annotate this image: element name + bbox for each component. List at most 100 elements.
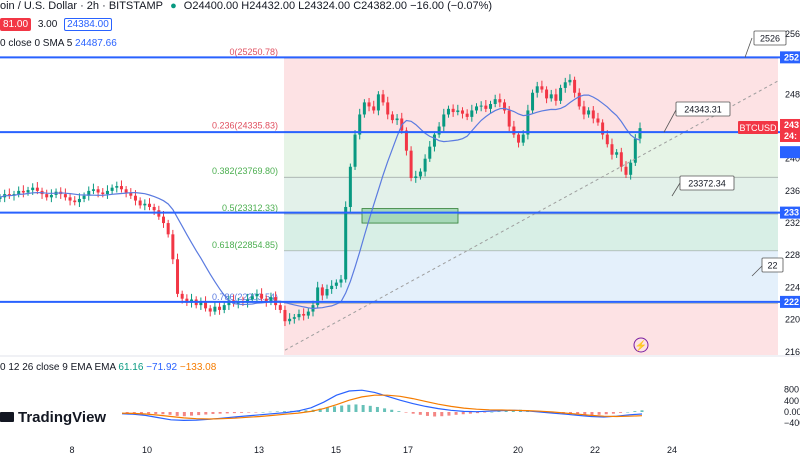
price-ticker-label: BTCUSD bbox=[739, 123, 777, 133]
candle-body bbox=[432, 134, 436, 147]
candle-body bbox=[390, 114, 394, 121]
macd-histogram-bar bbox=[568, 412, 572, 414]
macd-histogram-bar bbox=[411, 412, 415, 414]
candle-body bbox=[260, 293, 264, 299]
candle-body bbox=[26, 190, 30, 193]
candle-body bbox=[288, 318, 292, 322]
candle-body bbox=[465, 113, 469, 117]
macd-hist-value: 61.16 bbox=[118, 362, 144, 373]
candle-body bbox=[45, 194, 49, 198]
price-axis-bg bbox=[780, 0, 800, 458]
macd-axis-tick: 800 bbox=[784, 385, 799, 395]
candle-body bbox=[0, 197, 2, 199]
price-axis-badge-label: 252 bbox=[784, 52, 799, 62]
macd-histogram-bar bbox=[154, 412, 158, 414]
candle-body bbox=[376, 94, 380, 111]
macd-histogram-bar bbox=[218, 412, 222, 414]
macd-histogram-bar bbox=[433, 412, 437, 417]
candle-body bbox=[582, 106, 586, 115]
macd-legend[interactable]: 0 12 26 close 9 EMA EMA 61.16 −71.92 −13… bbox=[0, 362, 216, 373]
macd-histogram-bar bbox=[304, 410, 308, 412]
macd-histogram-bar bbox=[626, 412, 630, 413]
time-axis-tick: 10 bbox=[142, 445, 152, 455]
fib-level-label: 0.382(23769.80) bbox=[212, 166, 278, 176]
fib-level-label: 0.236(24335.83) bbox=[212, 121, 278, 131]
macd-histogram-bar bbox=[354, 404, 358, 412]
macd-histogram-bar bbox=[497, 411, 501, 412]
annotation-label: 2526 bbox=[760, 34, 780, 44]
annotation-label: 22 bbox=[767, 261, 777, 271]
candle-body bbox=[563, 82, 567, 88]
candle-body bbox=[619, 152, 623, 167]
candle-body bbox=[297, 313, 301, 318]
sell-button[interactable]: 81.00 bbox=[0, 18, 32, 31]
symbol-title[interactable]: oin / U.S. Dollar · 2h · BITSTAMP bbox=[0, 0, 164, 12]
price-axis-badge bbox=[780, 146, 800, 159]
macd-histogram-bar bbox=[404, 412, 408, 413]
macd-histogram-bar bbox=[139, 412, 143, 414]
candle-body bbox=[372, 106, 376, 111]
price-axis-tick: 232 bbox=[785, 218, 800, 228]
price-axis-badge bbox=[780, 129, 800, 142]
tradingview-logo: TradingView bbox=[0, 404, 122, 430]
candle-body bbox=[250, 296, 254, 300]
macd-histogram-bar bbox=[375, 406, 379, 412]
candle-body bbox=[601, 122, 605, 135]
macd-histogram-bar bbox=[325, 407, 329, 412]
macd-histogram-bar bbox=[597, 412, 601, 415]
candle-body bbox=[171, 234, 175, 260]
macd-histogram-bar bbox=[190, 412, 194, 416]
macd-histogram-bar bbox=[225, 412, 229, 414]
candle-body bbox=[68, 197, 72, 201]
trendline bbox=[284, 79, 781, 351]
candle-body bbox=[596, 118, 600, 123]
price-axis-tick: 248 bbox=[785, 89, 800, 99]
time-axis-tick: 20 bbox=[513, 445, 523, 455]
macd-histogram-bar bbox=[511, 410, 515, 412]
price-axis-tick: 216 bbox=[785, 347, 800, 357]
logo-text: TradingView bbox=[18, 408, 107, 426]
macd-line-value: −71.92 bbox=[146, 362, 178, 373]
macd-histogram-bar bbox=[132, 412, 136, 414]
annotation-leader bbox=[751, 265, 763, 277]
macd-histogram-bar bbox=[147, 412, 151, 414]
buy-button[interactable]: 24384.00 bbox=[64, 18, 112, 31]
candle-body bbox=[442, 114, 446, 127]
macd-histogram-bar bbox=[318, 408, 322, 412]
fib-level-label: 0.786(22203.54) bbox=[212, 292, 278, 302]
macd-histogram-bar bbox=[125, 412, 129, 414]
candle-body bbox=[451, 108, 455, 113]
macd-histogram-bar bbox=[175, 412, 179, 416]
macd-histogram-bar bbox=[247, 412, 251, 413]
chart-header: oin / U.S. Dollar · 2h · BITSTAMP ● O244… bbox=[0, 0, 496, 14]
sma-label: 0 close 0 SMA 5 bbox=[0, 38, 73, 49]
price-axis-badge bbox=[780, 51, 800, 64]
candle-body bbox=[404, 130, 408, 151]
annotation-box bbox=[753, 30, 787, 46]
candle-body bbox=[474, 106, 478, 111]
candle-body bbox=[283, 309, 287, 322]
candle-body bbox=[129, 192, 133, 196]
annotation-box bbox=[675, 101, 731, 117]
fib-level-label: 0(25250.78) bbox=[229, 47, 278, 57]
trade-panel: 81.00 3.00 24384.00 bbox=[0, 18, 112, 31]
candle-body bbox=[133, 195, 137, 201]
macd-histogram-bar bbox=[197, 412, 201, 416]
candle-body bbox=[367, 102, 371, 107]
macd-histogram-bar bbox=[590, 412, 594, 416]
candle-body bbox=[549, 94, 553, 99]
candle-body bbox=[503, 102, 507, 111]
macd-axis-tick: −400 bbox=[784, 418, 800, 428]
time-axis-tick: 8 bbox=[69, 445, 74, 455]
candle-body bbox=[278, 305, 282, 310]
price-axis-tick: 236 bbox=[785, 186, 800, 196]
candle-body bbox=[180, 293, 184, 299]
candle-body bbox=[73, 200, 77, 203]
price-axis-badge bbox=[780, 295, 800, 308]
macd-histogram-bar bbox=[240, 412, 244, 413]
time-axis-tick: 17 bbox=[403, 445, 413, 455]
candle-body bbox=[521, 134, 525, 143]
sma-legend[interactable]: 0 close 0 SMA 5 24487.66 bbox=[0, 38, 117, 49]
macd-histogram-bar bbox=[232, 412, 236, 414]
